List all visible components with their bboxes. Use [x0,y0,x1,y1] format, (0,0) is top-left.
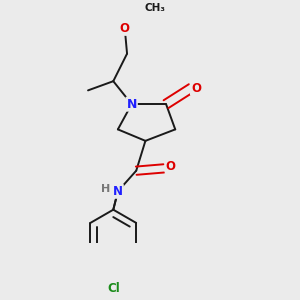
Text: N: N [113,185,123,198]
Text: O: O [191,82,201,94]
Text: O: O [166,160,176,172]
Text: O: O [120,22,130,35]
Text: N: N [127,98,137,111]
Text: H: H [100,184,110,194]
Text: CH₃: CH₃ [144,3,165,13]
Text: Cl: Cl [107,282,120,296]
